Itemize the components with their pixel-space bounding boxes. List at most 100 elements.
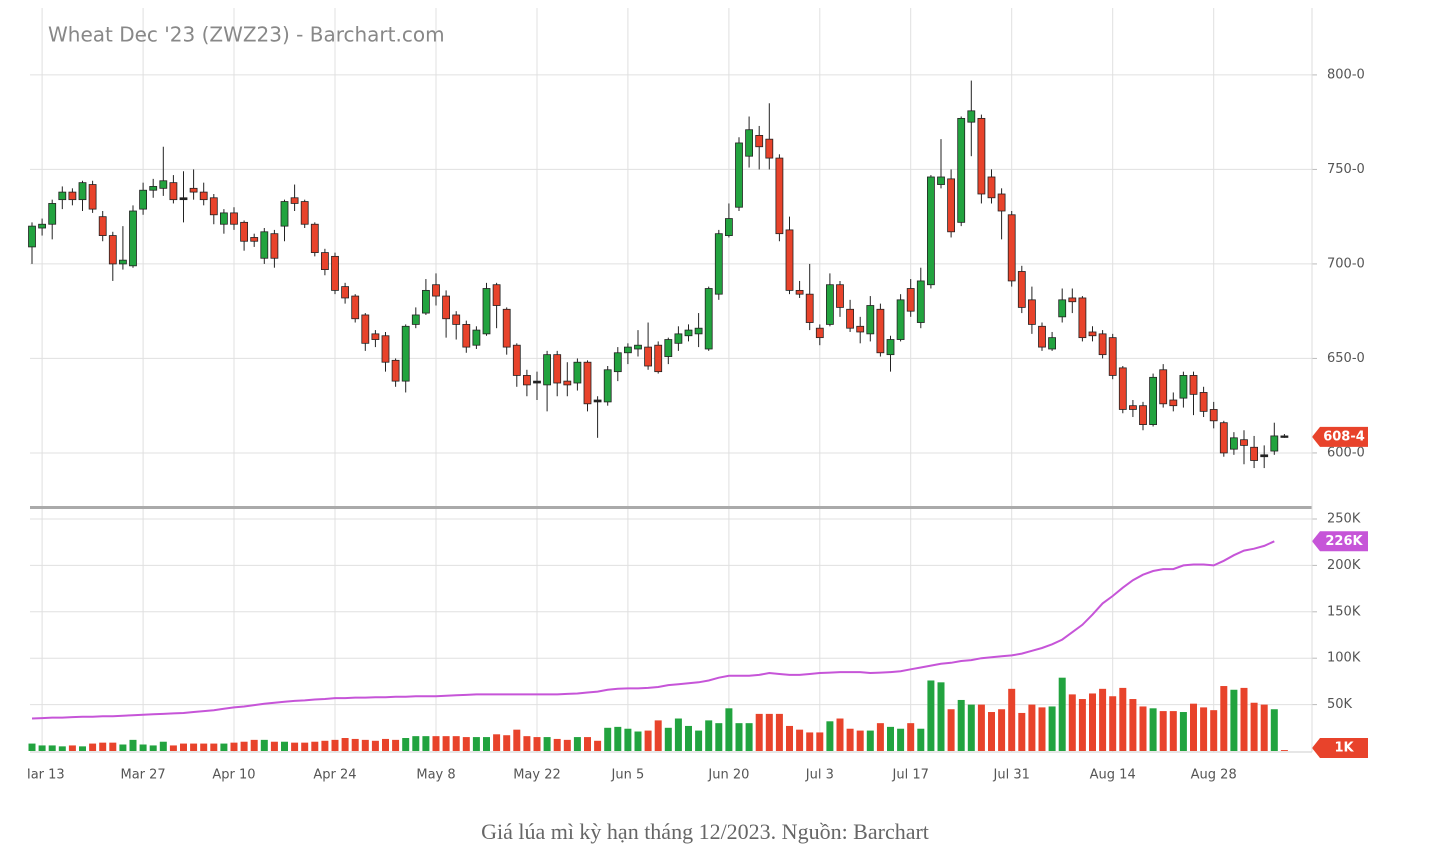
candle-body	[1068, 297, 1077, 303]
volume-bar	[321, 740, 329, 751]
volume-bar	[301, 742, 309, 751]
value-tag	[1312, 531, 1368, 552]
candle-body	[1028, 299, 1036, 325]
volume-bar	[897, 728, 905, 751]
volume-bar	[755, 713, 763, 751]
candle-body	[644, 346, 652, 367]
x-tick-label: Mar 27	[120, 768, 165, 783]
candle-body	[1048, 337, 1056, 350]
candle-body	[1108, 337, 1117, 376]
candle-body	[351, 295, 360, 320]
candle-body	[1007, 214, 1016, 282]
volume-bar	[119, 744, 127, 751]
x-tick-label: May 22	[513, 768, 561, 783]
candle-body	[785, 229, 794, 291]
volume-bar	[513, 729, 521, 751]
volume-bar	[1159, 711, 1167, 751]
candle-body	[1240, 439, 1248, 446]
candle-body	[159, 180, 168, 189]
volume-bar	[1210, 710, 1218, 751]
volume-bar	[149, 745, 157, 751]
x-tick-label: Jul 3	[805, 768, 834, 783]
candle-body	[401, 325, 410, 382]
candle-body	[38, 223, 46, 229]
volume-bar	[927, 680, 935, 751]
candle-body	[704, 288, 713, 350]
volume-bar	[553, 738, 561, 751]
candle-body	[977, 117, 986, 195]
value-tag-label: 226K	[1325, 534, 1363, 549]
x-axis: Mar 13 Mar 27 Apr 10 Apr 24 May 8 May 22 Jun 5…	[19, 768, 1237, 783]
candle-body	[876, 308, 885, 354]
candle-body	[674, 333, 683, 344]
volume-bar	[159, 741, 167, 751]
volume-bar	[402, 738, 410, 751]
volume-bar	[523, 736, 531, 751]
volume-bar	[735, 723, 743, 751]
y-tick-label: 650-0	[1327, 351, 1365, 366]
candle-body	[250, 237, 259, 242]
volume-bar	[957, 699, 965, 751]
volume-bar	[129, 739, 137, 751]
candle-body	[482, 288, 491, 335]
candle-body	[411, 314, 420, 325]
volume-bar	[169, 745, 177, 751]
volume-bar	[584, 737, 591, 751]
volume-bar	[311, 741, 319, 751]
candle-body	[1078, 297, 1087, 339]
volume-bar	[563, 739, 571, 751]
candle-body	[896, 299, 905, 340]
volume-bar	[705, 720, 713, 751]
volume-bar	[998, 709, 1006, 751]
volume-bar	[1220, 686, 1228, 751]
x-tick-label: Jul 17	[892, 768, 929, 783]
candle-body	[442, 295, 451, 320]
candle-body	[815, 327, 824, 339]
volume-bar	[250, 739, 258, 751]
candle-body	[108, 235, 117, 265]
candle-body	[139, 189, 148, 210]
candle-body	[361, 314, 370, 344]
y-tick-label: 750-0	[1327, 162, 1365, 177]
candle-body	[472, 329, 481, 346]
candle-body	[1098, 333, 1107, 356]
volume-bar	[543, 737, 551, 751]
candle-body	[694, 327, 703, 335]
volume-bar	[573, 737, 581, 751]
candle-body	[341, 286, 350, 299]
volume-bar	[89, 743, 97, 751]
volume-bar	[503, 735, 511, 751]
candle-body	[1149, 376, 1157, 425]
volume-bar	[240, 741, 248, 751]
candle-body	[391, 359, 400, 382]
y2-tick-label: 100K	[1327, 651, 1361, 666]
volume-bar	[260, 739, 268, 751]
candle-body	[654, 344, 663, 373]
y-tick-label: 600-0	[1327, 445, 1365, 460]
y2-tick-label: 50K	[1327, 697, 1353, 712]
candle-body	[846, 308, 854, 329]
candle-body	[98, 216, 107, 236]
volume-bar	[442, 736, 450, 751]
volume-bar	[1260, 704, 1268, 751]
volume-bar	[947, 709, 955, 751]
volume-bar	[937, 682, 945, 751]
volume-bar	[371, 740, 379, 751]
candle-body	[381, 335, 390, 363]
x-tick-label: Aug 14	[1090, 768, 1136, 783]
candle-body	[1088, 331, 1097, 337]
volume-bar	[1280, 750, 1288, 751]
volume-bar	[58, 746, 66, 751]
candle-body	[1270, 435, 1279, 452]
candle-body	[563, 380, 572, 386]
candle-body	[169, 182, 178, 201]
grid	[30, 8, 1312, 752]
candle-body	[88, 184, 97, 210]
candle-body	[1159, 369, 1168, 405]
volume-bar	[533, 737, 541, 751]
x-tick-label: Mar 13	[19, 768, 64, 783]
volume-bar	[1200, 707, 1208, 751]
candle-body	[937, 176, 945, 185]
candle-body	[755, 134, 764, 148]
volume-bar	[836, 718, 844, 751]
